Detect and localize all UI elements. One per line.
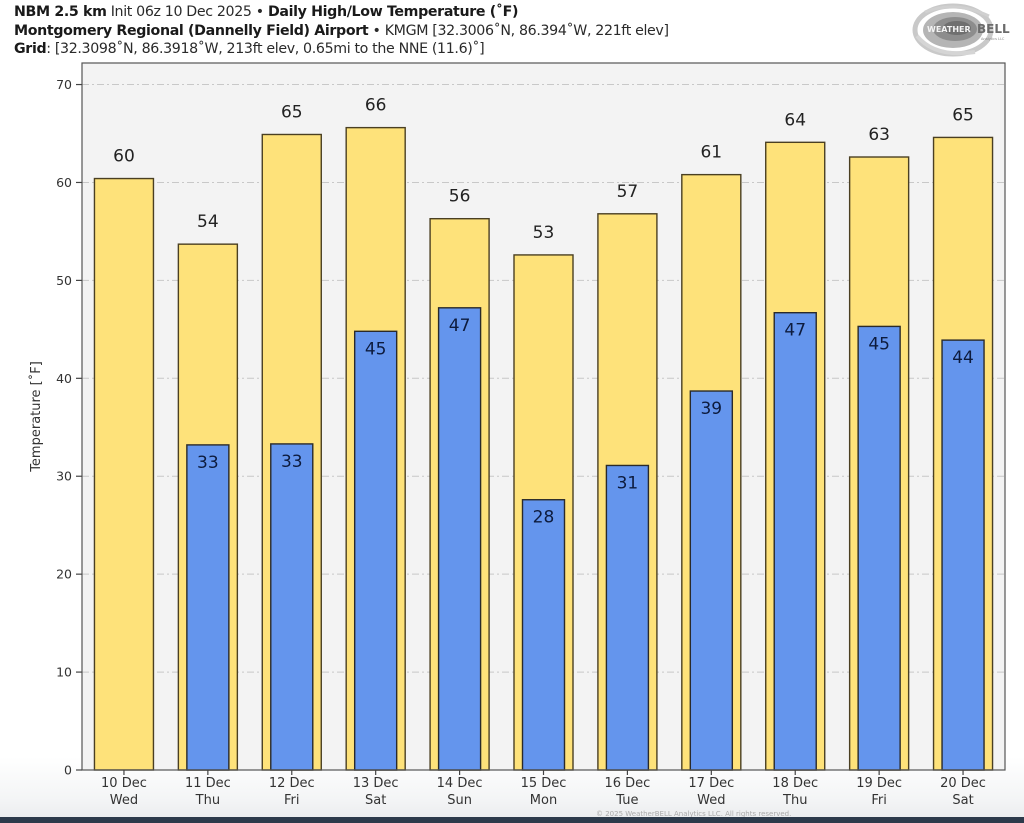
x-tick-label-date: 15 Dec [521,776,567,791]
chart-header: NBM 2.5 km Init 06z 10 Dec 2025 • Daily … [14,3,669,59]
low-value-label: 33 [281,452,303,472]
low-bar [270,443,314,771]
y-tick-label: 30 [56,469,72,484]
y-tick-label: 50 [56,273,72,288]
copyright-text: © 2025 WeatherBELL Analytics LLC. All ri… [596,810,792,818]
low-bar [521,499,566,771]
bottom-band [0,817,1024,823]
header-line-3: Grid: [32.3098˚N, 86.3918˚W, 213ft elev,… [14,40,669,59]
x-tick-label-weekday: Mon [530,793,557,808]
separator-bullet: • [255,4,264,20]
x-tick-label-date: 19 Dec [856,776,902,791]
low-bar [437,307,482,771]
low-value-label: 45 [365,339,387,359]
low-bar [353,330,398,771]
station-name: Montgomery Regional (Dannelly Field) Air… [14,22,369,39]
grid-label: Grid [14,41,47,57]
x-tick-label-date: 17 Dec [688,776,734,791]
weatherbell-logo: WEATHER BELL Analytics LLC [905,2,1023,62]
x-tick-label-date: 11 Dec [185,776,231,791]
y-tick-label: 60 [56,175,72,190]
high-value-label: 57 [617,182,639,202]
high-value-label: 65 [281,102,303,122]
x-tick-label-weekday: Sat [365,793,386,808]
x-tick-label-weekday: Tue [615,793,638,808]
x-tick-label-date: 18 Dec [772,776,818,791]
product-title: Daily High/Low Temperature (˚F) [267,4,519,20]
low-value-label: 47 [784,321,806,341]
grid-info: : [32.3098˚N, 86.3918˚W, 213ft elev, 0.6… [46,41,485,57]
x-tick-label-weekday: Wed [110,793,138,808]
y-axis-label: Temperature [˚F] [28,361,44,473]
x-tick-label-date: 12 Dec [269,776,315,791]
x-tick-label-weekday: Fri [284,793,300,808]
x-tick-label-date: 14 Dec [437,776,483,791]
logo-subtext: Analytics LLC [981,37,1005,41]
low-value-label: 44 [952,348,974,368]
low-bar [773,312,817,771]
low-value-label: 28 [533,508,555,528]
y-tick-label: 20 [56,567,72,582]
low-bar [605,464,650,771]
x-tick-label-date: 10 Dec [101,776,147,791]
high-value-label: 53 [533,223,555,243]
high-value-label: 54 [197,212,219,232]
x-tick-label-date: 20 Dec [940,776,986,791]
x-tick-label-weekday: Sun [447,793,472,808]
header-line-2: Montgomery Regional (Dannelly Field) Air… [14,22,669,41]
high-value-label: 65 [952,105,974,125]
header-line-1: NBM 2.5 km Init 06z 10 Dec 2025 • Daily … [14,3,669,22]
x-tick-label-weekday: Thu [782,793,807,808]
y-tick-label: 70 [56,77,72,92]
low-value-label: 33 [197,453,219,473]
low-value-label: 39 [700,399,722,419]
high-bar [93,177,155,771]
high-value-label: 60 [113,147,135,167]
y-tick-label: 10 [56,665,72,680]
y-tick-label: 0 [64,763,72,778]
low-bar [689,390,734,771]
y-axis: 0 10 20 30 40 50 60 70 [56,77,82,778]
low-bar [941,339,985,771]
low-bar [857,325,901,771]
low-value-label: 31 [617,473,639,493]
logo-swirl-icon: WEATHER BELL Analytics LLC [912,3,1010,57]
high-labels: 60 54 65 66 56 53 57 61 64 63 65 [113,96,974,243]
x-tick-label-weekday: Sat [952,793,973,808]
low-labels: 33 33 45 47 28 31 39 47 45 44 [197,316,974,528]
x-tick-label-date: 13 Dec [353,776,399,791]
station-info: KMGM [32.3006˚N, 86.394˚W, 221ft elev] [384,22,669,39]
x-axis: 10 Dec Wed 11 Dec Thu 12 Dec Fri 13 Dec Sat 14 D… [101,770,986,808]
x-tick-label-weekday: Fri [871,793,887,808]
separator-bullet: • [372,22,381,39]
y-tick-label: 40 [56,371,72,386]
high-value-label: 63 [868,125,890,145]
low-value-label: 47 [449,316,471,336]
low-value-label: 45 [868,334,890,354]
high-value-label: 64 [784,110,806,130]
model-name: NBM 2.5 km [14,4,107,20]
high-value-label: 56 [449,187,471,207]
logo-text-weather: WEATHER [927,25,971,34]
init-time: Init 06z 10 Dec 2025 [110,4,252,20]
low-bar [186,444,230,771]
x-tick-label-date: 16 Dec [604,776,650,791]
logo-text-bell: BELL [977,22,1010,36]
high-value-label: 61 [700,143,722,163]
high-value-label: 66 [365,96,387,116]
x-tick-label-weekday: Thu [195,793,220,808]
x-tick-label-weekday: Wed [697,793,725,808]
